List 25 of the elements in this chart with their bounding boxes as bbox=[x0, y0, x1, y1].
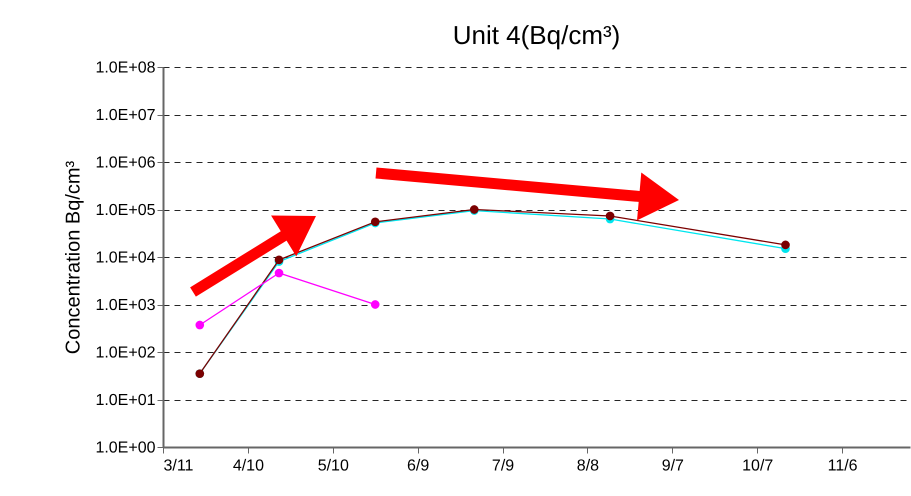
y-tick-label: 1.0E+03 bbox=[95, 297, 156, 314]
y-tick-label: 1.0E+06 bbox=[95, 154, 156, 172]
x-tick-label: 6/9 bbox=[407, 458, 430, 474]
x-tick-label: 4/10 bbox=[232, 458, 264, 474]
x-tick-label: 11/6 bbox=[828, 458, 858, 474]
x-tick-label: 7/9 bbox=[492, 458, 514, 474]
point bbox=[274, 268, 284, 278]
chart-title: Unit 4(Bq/cm³) bbox=[452, 20, 620, 50]
y-tick-label: 1.0E+01 bbox=[95, 392, 156, 409]
y-tick-label: 1.0E+00 bbox=[95, 440, 156, 456]
y-tick-label: 1.0E+02 bbox=[95, 344, 156, 362]
y-tick-label: 1.0E+08 bbox=[95, 60, 156, 76]
point bbox=[606, 212, 614, 220]
x-tick-label: 9/7 bbox=[662, 458, 684, 474]
y-tick-label: 1.0E+04 bbox=[95, 250, 156, 266]
y-axis-title: Concentration Bq/cm³ bbox=[62, 160, 84, 354]
x-tick-label: 10/7 bbox=[742, 458, 774, 474]
x-tick-label: 3/11 bbox=[164, 458, 194, 474]
x-tick-label: 8/8 bbox=[576, 458, 600, 474]
x-tick-label: 5/10 bbox=[318, 458, 349, 474]
point bbox=[781, 240, 790, 250]
point bbox=[195, 320, 204, 330]
y-tick-label: 1.0E+07 bbox=[95, 107, 156, 124]
y-tick-label: 1.0E+05 bbox=[95, 202, 156, 219]
point bbox=[370, 300, 380, 309]
